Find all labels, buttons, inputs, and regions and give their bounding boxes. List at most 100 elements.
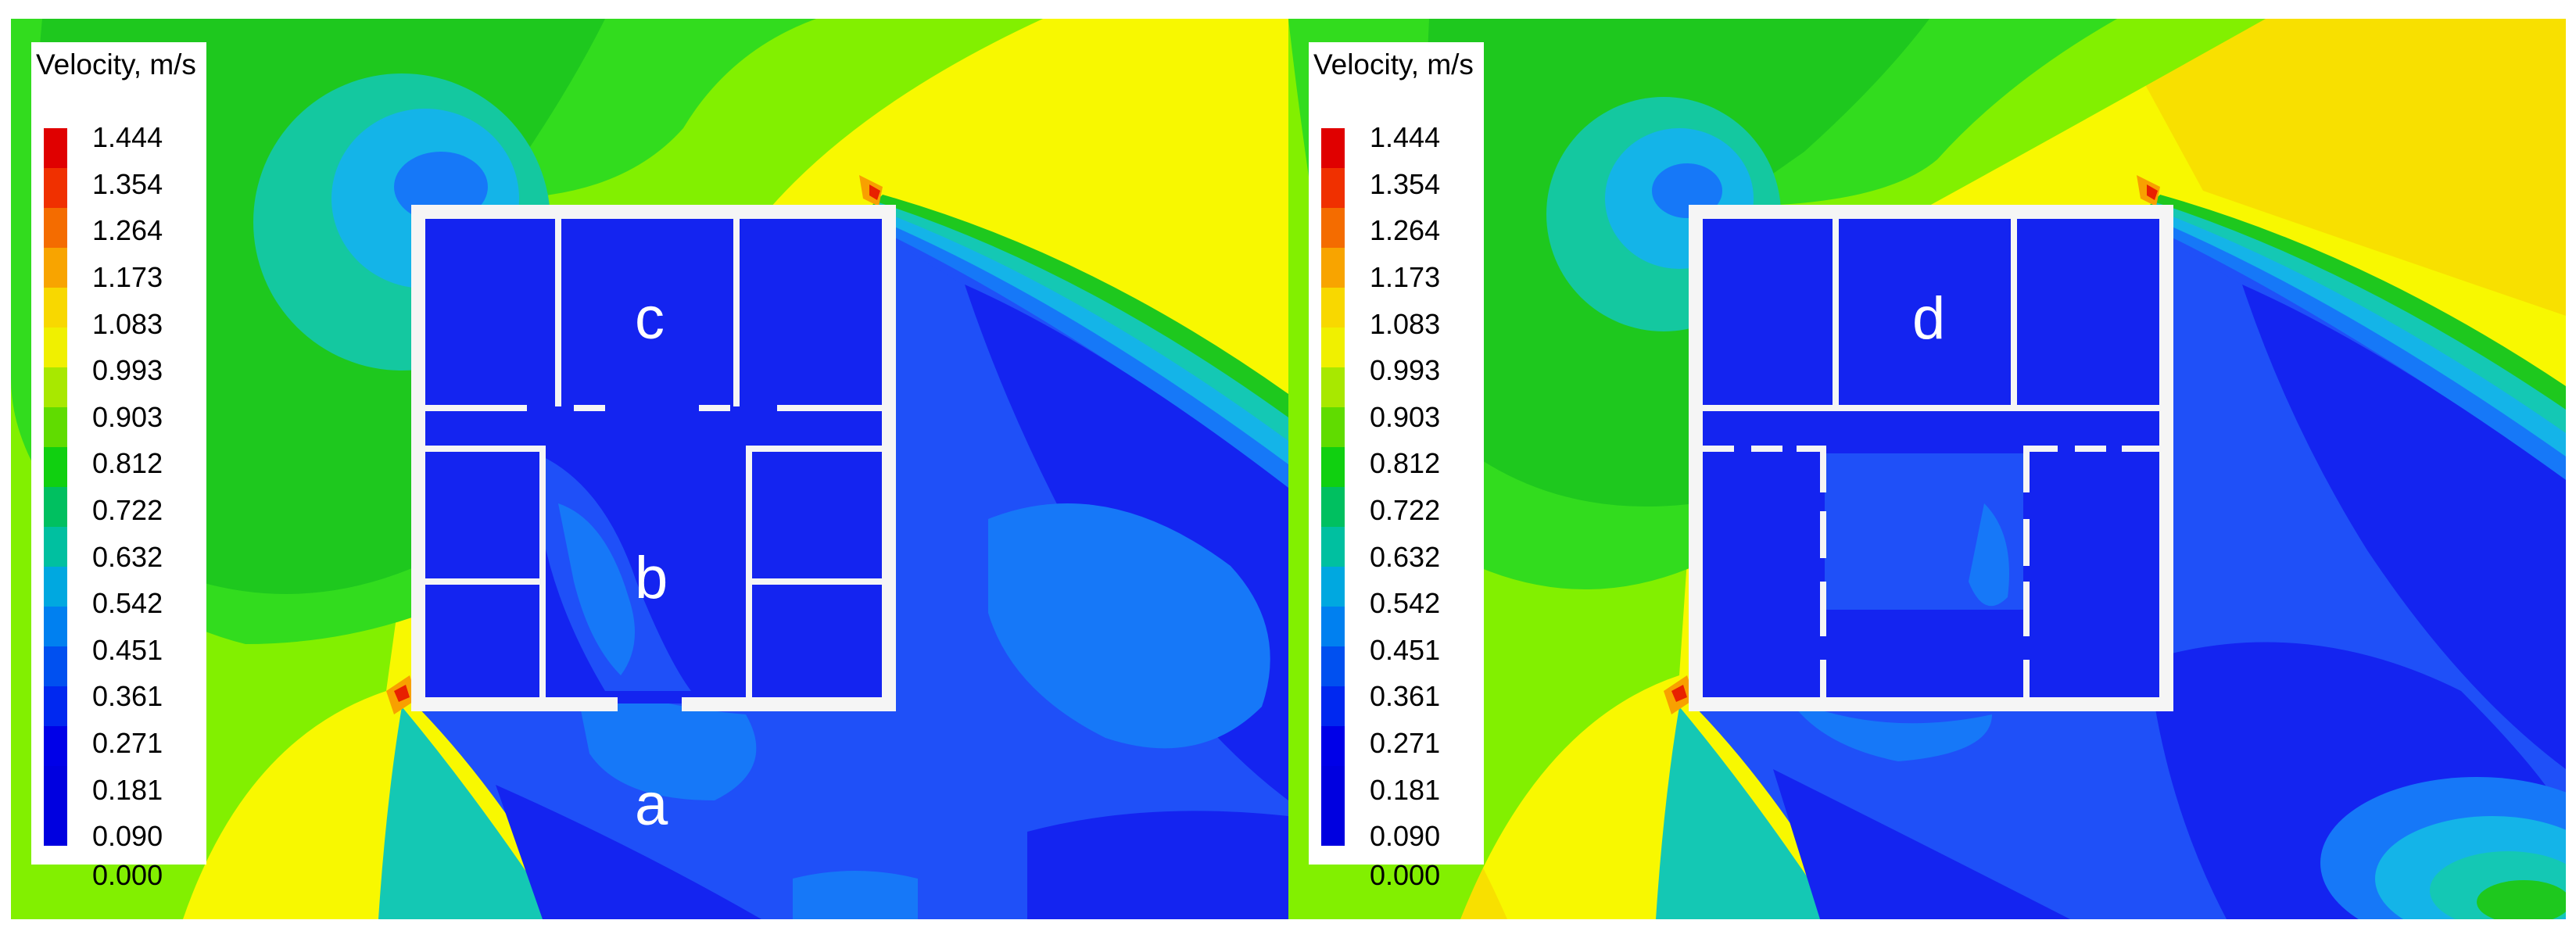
- contour-deep-blue-right: [2242, 285, 2566, 769]
- contour-deep-blue-bottom: [1773, 769, 2070, 919]
- room-label-a: a: [635, 772, 668, 838]
- legend-swatch: [1321, 447, 1345, 487]
- legend-tick: 0.271: [92, 727, 163, 759]
- legend-swatch: [1321, 607, 1345, 646]
- velocity-legend: Velocity, m/s 1.444 1.354 1.264 1.173 1.…: [1309, 42, 1484, 891]
- contour-corner-red-bottom: [394, 685, 410, 702]
- contour-door-plume: [574, 675, 757, 800]
- legend-tick: 0.903: [92, 401, 163, 433]
- contour-lower-jet-teal: [1656, 707, 1836, 919]
- legend-tick: 0.542: [92, 587, 163, 619]
- legend-tick: 1.264: [1370, 214, 1441, 246]
- legend-swatch: [1321, 168, 1345, 208]
- contour-swirl-green: [2477, 880, 2566, 919]
- legend-tick: 1.444: [1370, 121, 1441, 153]
- legend-swatch: [1321, 646, 1345, 686]
- legend-swatch: [1321, 208, 1345, 248]
- corridor-plume-light: [558, 503, 635, 675]
- legend-tick: 0.632: [1370, 541, 1441, 573]
- legend-tick: 0.271: [1370, 727, 1441, 759]
- contour-corner-red-bottom: [1671, 685, 1687, 702]
- legend-swatch: [1321, 686, 1345, 726]
- legend-swatch: [1321, 567, 1345, 607]
- legend-tick: 0.181: [1370, 774, 1441, 806]
- legend-tick: 0.451: [92, 634, 163, 666]
- legend-tick: 0.632: [92, 541, 163, 573]
- legend-swatch: [1321, 487, 1345, 527]
- legend-swatch: [44, 806, 67, 846]
- velocity-contour-left: [11, 19, 1288, 919]
- legend-colorbar: [1321, 128, 1345, 846]
- legend-tick: 0.181: [92, 774, 163, 806]
- legend-tick: 1.444: [92, 121, 163, 153]
- velocity-legend: Velocity, m/s 1.444 1.354 1.264 1.173 1.…: [31, 42, 206, 891]
- legend-tick: 0.993: [1370, 354, 1441, 386]
- legend-swatch: [1321, 288, 1345, 328]
- legend-tick: 0.361: [92, 680, 163, 712]
- legend-swatch: [44, 288, 67, 328]
- legend-title: Velocity, m/s: [1313, 48, 1474, 81]
- legend-swatch: [44, 686, 67, 726]
- legend-tick: 1.173: [1370, 261, 1441, 293]
- legend-swatch: [44, 367, 67, 407]
- legend-swatch: [44, 726, 67, 766]
- contour-under-plume: [1789, 699, 1992, 761]
- legend-tick: 1.083: [1370, 308, 1441, 340]
- legend-swatch: [44, 567, 67, 607]
- building-walls: [411, 205, 896, 711]
- legend-swatch: [44, 407, 67, 447]
- legend-swatch: [1321, 806, 1345, 846]
- contour-bottom-lightblue: [793, 871, 918, 919]
- legend-swatch: [44, 766, 67, 806]
- legend-tick: 0.812: [92, 447, 163, 479]
- legend-title: Velocity, m/s: [36, 48, 196, 81]
- legend-swatch: [44, 607, 67, 646]
- contour-lower-jet-teal: [378, 707, 558, 919]
- legend-swatch: [1321, 726, 1345, 766]
- legend-swatch: [44, 248, 67, 288]
- legend-colorbar: [44, 128, 67, 846]
- legend-tick: 0.903: [1370, 401, 1441, 433]
- legend-tick: 1.083: [92, 308, 163, 340]
- legend-swatch: [44, 487, 67, 527]
- legend-swatch: [44, 168, 67, 208]
- contour-corner-red-top: [2147, 184, 2158, 200]
- legend-tick: 0.722: [92, 494, 163, 526]
- legend-swatch: [1321, 248, 1345, 288]
- legend-tick: 1.173: [92, 261, 163, 293]
- legend-tick: 1.354: [92, 168, 163, 200]
- legend-tick: 0.090: [92, 820, 163, 852]
- contour-corner-red-top: [869, 184, 880, 200]
- legend-tick: 0.000: [1370, 859, 1441, 891]
- building-walls: [1689, 205, 2173, 711]
- legend-swatch: [1321, 328, 1345, 367]
- legend-tick: 0.722: [1370, 494, 1441, 526]
- legend-swatch: [44, 328, 67, 367]
- legend-tick: 0.361: [1370, 680, 1441, 712]
- corridor-plume-light: [1969, 503, 2009, 607]
- contour-light-blue: [394, 152, 488, 222]
- room-label-c: c: [635, 285, 665, 352]
- legend-swatch: [1321, 766, 1345, 806]
- legend-swatch: [44, 447, 67, 487]
- legend-tick: 0.090: [1370, 820, 1441, 852]
- legend-tick: 0.451: [1370, 634, 1441, 666]
- contour-deep-blue-bottom: [496, 785, 761, 919]
- legend-swatch: [44, 128, 67, 168]
- contour-light-blue: [1652, 163, 1722, 218]
- room-label-b: b: [635, 545, 668, 611]
- legend-tick: 0.542: [1370, 587, 1441, 619]
- contour-yellow-orange-top: [2109, 19, 2566, 316]
- legend-swatch: [1321, 527, 1345, 567]
- legend-swatch: [1321, 407, 1345, 447]
- legend-tick: 0.812: [1370, 447, 1441, 479]
- legend-swatch: [1321, 367, 1345, 407]
- legend-swatch: [44, 646, 67, 686]
- contour-light-blue-blob: [988, 503, 1270, 749]
- legend-swatch: [44, 527, 67, 567]
- room-label-d: d: [1912, 285, 1946, 352]
- legend-tick: 1.354: [1370, 168, 1441, 200]
- velocity-field-panel-left: Velocity, m/s 1.444 1.354 1.264 1.173 1.…: [11, 19, 1288, 919]
- velocity-contour-right: [1288, 19, 2566, 919]
- legend-swatch: [44, 208, 67, 248]
